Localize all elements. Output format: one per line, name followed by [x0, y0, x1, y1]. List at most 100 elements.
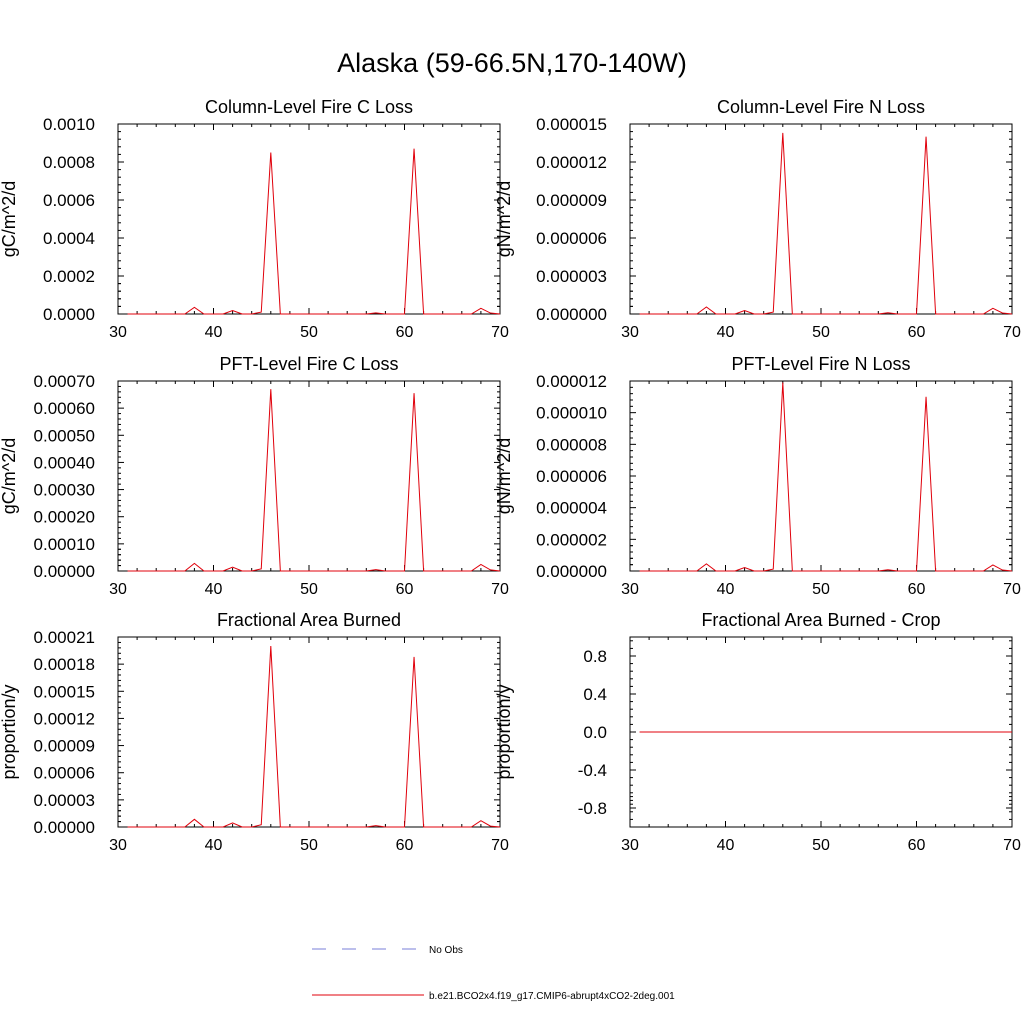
series-line — [127, 148, 501, 315]
y-tick-label: 0.00060 — [34, 399, 95, 418]
y-tick-label: 0.000010 — [536, 404, 607, 423]
x-tick-label: 60 — [396, 837, 414, 854]
y-tick-label: 0.00009 — [34, 737, 95, 756]
y-tick-label: 0.000003 — [536, 267, 607, 286]
panel-title: Column-Level Fire C Loss — [205, 97, 413, 117]
x-tick-label: 60 — [396, 581, 414, 598]
y-tick-label: -0.8 — [578, 799, 607, 818]
figure-title: Alaska (59-66.5N,170-140W) — [337, 48, 687, 78]
y-tick-label: 0.000012 — [536, 372, 607, 391]
y-tick-label: 0.00000 — [34, 562, 95, 581]
y-axis-label: gN/m^2/d — [494, 181, 514, 257]
y-tick-label: 0.00003 — [34, 791, 95, 810]
y-tick-label: 0.0010 — [43, 115, 95, 134]
y-tick-label: -0.4 — [578, 761, 607, 780]
x-tick-label: 60 — [908, 324, 926, 341]
x-tick-label: 30 — [109, 581, 127, 598]
x-tick-label: 60 — [396, 324, 414, 341]
x-tick-label: 30 — [109, 324, 127, 341]
y-tick-label: 0.00050 — [34, 426, 95, 445]
x-tick-label: 70 — [491, 581, 509, 598]
y-tick-label: 0.00070 — [34, 372, 95, 391]
plot-frame — [117, 123, 501, 315]
y-tick-label: 0.0000 — [43, 305, 95, 324]
y-axis-label: gC/m^2/d — [0, 438, 19, 514]
y-tick-label: 0.0004 — [43, 229, 95, 248]
panel-2: 30 40 50 60 70 0.000000 0.000003 0.000006 0.0000… — [494, 97, 1021, 341]
panel-3: 30 40 50 60 70 0.00000 0.00010 0.00020 0.00030 0.… — [0, 354, 509, 598]
y-tick-label: 0.000000 — [536, 305, 607, 324]
x-tick-label: 70 — [491, 837, 509, 854]
y-tick-label: 0.00000 — [34, 818, 95, 837]
y-tick-label: 0.00006 — [34, 764, 95, 783]
panel-title: Column-Level Fire N Loss — [717, 97, 925, 117]
plot-frame — [117, 636, 501, 828]
y-tick-label: 0.8 — [583, 647, 607, 666]
x-tick-label: 40 — [717, 837, 735, 854]
x-tick-label: 50 — [812, 581, 830, 598]
x-tick-label: 50 — [300, 581, 318, 598]
plot-frame — [629, 123, 1013, 315]
y-tick-label: 0.000006 — [536, 467, 607, 486]
y-tick-label: 0.4 — [583, 685, 607, 704]
y-tick-label: 0.000008 — [536, 435, 607, 454]
panel-6: 30 40 50 60 70 -0.8 -0.4 0.0 0.4 0.8 Fractional Ar… — [494, 610, 1021, 854]
y-tick-label: 0.00021 — [34, 628, 95, 647]
plot-frame — [117, 380, 501, 572]
x-tick-label: 40 — [717, 581, 735, 598]
x-tick-label: 40 — [717, 324, 735, 341]
panel-title: PFT-Level Fire C Loss — [219, 354, 398, 374]
y-tick-label: 0.000006 — [536, 229, 607, 248]
series-line — [639, 132, 1013, 315]
y-tick-label: 0.00040 — [34, 453, 95, 472]
x-tick-label: 70 — [1003, 837, 1021, 854]
y-tick-label: 0.0 — [583, 723, 607, 742]
y-tick-label: 0.0008 — [43, 153, 95, 172]
series-line — [127, 389, 501, 572]
y-tick-label: 0.0002 — [43, 267, 95, 286]
x-tick-label: 40 — [205, 837, 223, 854]
x-tick-label: 60 — [908, 837, 926, 854]
legend-label: b.e21.BCO2x4.f19_g17.CMIP6-abrupt4xCO2-2… — [429, 991, 675, 1002]
legend: No Obs b.e21.BCO2x4.f19_g17.CMIP6-abrupt4… — [312, 945, 675, 1002]
x-tick-label: 70 — [1003, 581, 1021, 598]
panel-title: PFT-Level Fire N Loss — [731, 354, 910, 374]
series-line — [639, 382, 1013, 572]
y-axis-label: proportion/y — [0, 684, 19, 779]
plot-frame — [629, 380, 1013, 572]
panel-title: Fractional Area Burned — [217, 610, 401, 630]
x-tick-label: 40 — [205, 581, 223, 598]
panel-1: 30 40 50 60 70 0.0000 0.0002 0.0004 0.0006 0.0008… — [0, 97, 509, 341]
x-tick-label: 30 — [621, 837, 639, 854]
x-tick-label: 30 — [621, 324, 639, 341]
x-tick-label: 70 — [491, 324, 509, 341]
x-tick-label: 30 — [109, 837, 127, 854]
y-tick-label: 0.00010 — [34, 535, 95, 554]
y-tick-label: 0.000012 — [536, 153, 607, 172]
panel-5: 30 40 50 60 70 0.00000 0.00003 0.00006 0.00009 0.… — [0, 610, 509, 854]
y-tick-label: 0.000015 — [536, 115, 607, 134]
legend-label: No Obs — [429, 945, 463, 956]
y-tick-label: 0.00015 — [34, 682, 95, 701]
x-tick-label: 70 — [1003, 324, 1021, 341]
y-axis-label: gC/m^2/d — [0, 181, 19, 257]
x-tick-label: 50 — [300, 324, 318, 341]
panel-4: 30 40 50 60 70 0.000000 0.000002 0.000004 0.0000… — [494, 354, 1021, 598]
y-tick-label: 0.00030 — [34, 481, 95, 500]
y-tick-label: 0.000002 — [536, 530, 607, 549]
y-tick-label: 0.00020 — [34, 508, 95, 527]
y-tick-label: 0.000000 — [536, 562, 607, 581]
series-line — [127, 646, 501, 828]
y-axis-label: gN/m^2/d — [494, 438, 514, 514]
y-tick-label: 0.0006 — [43, 191, 95, 210]
y-tick-label: 0.000004 — [536, 499, 607, 518]
x-tick-label: 50 — [300, 837, 318, 854]
x-tick-label: 50 — [812, 324, 830, 341]
y-tick-label: 0.00012 — [34, 709, 95, 728]
x-tick-label: 50 — [812, 837, 830, 854]
y-tick-label: 0.000009 — [536, 191, 607, 210]
x-tick-label: 30 — [621, 581, 639, 598]
x-tick-label: 40 — [205, 324, 223, 341]
